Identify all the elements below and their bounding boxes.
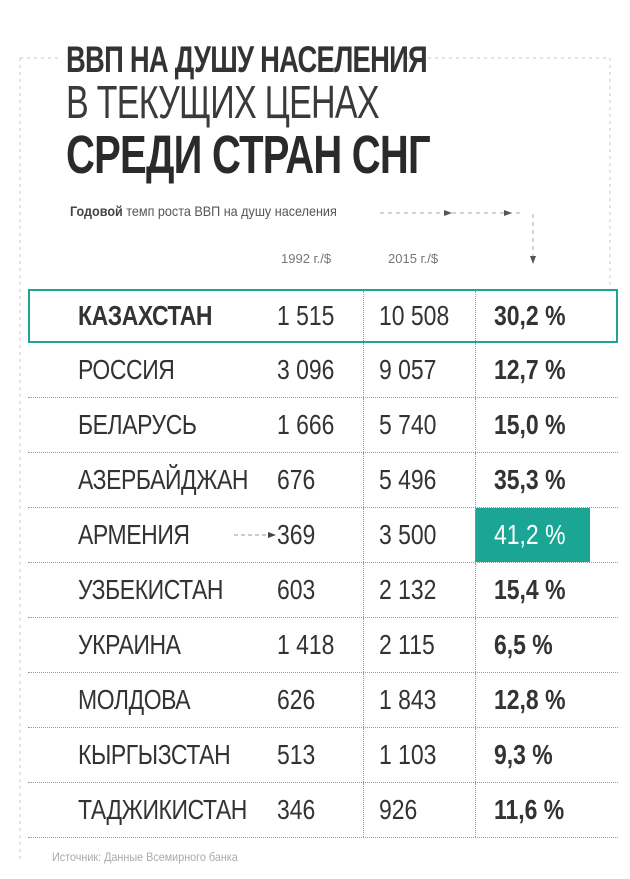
column-divider	[475, 453, 476, 507]
country-name: КАЗАХСТАН	[78, 300, 213, 331]
column-divider	[363, 398, 364, 452]
growth-rate: 15,4 %	[494, 574, 566, 605]
value-2015: 1 843	[379, 684, 437, 715]
subtitle: Годовой темп роста ВВП на душу населения	[70, 203, 337, 219]
column-divider	[363, 728, 364, 782]
value-2015: 5 740	[379, 409, 437, 440]
value-1992: 346	[277, 794, 316, 825]
column-divider	[363, 783, 364, 837]
value-1992: 513	[277, 739, 316, 770]
growth-rate: 30,2 %	[494, 300, 566, 331]
country-name: АЗЕРБАЙДЖАН	[78, 464, 249, 495]
column-divider	[363, 508, 364, 562]
chart-title-line2: В ТЕКУЩИХ ЦЕНАХ	[66, 76, 380, 128]
growth-rate: 11,6 %	[494, 794, 565, 825]
table-row: АРМЕНИЯ 369 3 500 41,2 %	[28, 508, 618, 563]
column-divider	[475, 291, 476, 341]
growth-rate: 9,3 %	[494, 739, 553, 770]
country-name: МОЛДОВА	[78, 684, 191, 715]
country-name: ТАДЖИКИСТАН	[78, 794, 247, 825]
column-header-1992: 1992 г./$	[281, 251, 332, 266]
value-2015: 9 057	[379, 354, 437, 385]
data-table: КАЗАХСТАН 1 515 10 508 30,2 % РОССИЯ 3 096 9 0…	[28, 289, 618, 838]
value-1992: 1 515	[277, 300, 335, 331]
column-divider	[475, 508, 476, 562]
column-header-2015: 2015 г./$	[388, 251, 439, 266]
country-name: УКРАИНА	[78, 629, 181, 660]
table-row: УЗБЕКИСТАН 603 2 132 15,4 %	[28, 563, 618, 618]
table-row: ТАДЖИКИСТАН 346 926 11,6 %	[28, 783, 618, 838]
growth-rate: 12,8 %	[494, 684, 566, 715]
table-row: РОССИЯ 3 096 9 057 12,7 %	[28, 343, 618, 398]
column-divider	[475, 343, 476, 397]
country-name: АРМЕНИЯ	[78, 519, 190, 550]
value-1992: 1 418	[277, 629, 335, 660]
country-name: УЗБЕКИСТАН	[78, 574, 224, 605]
column-divider	[363, 453, 364, 507]
column-divider	[475, 673, 476, 727]
value-2015: 926	[379, 794, 418, 825]
chart-title-line3: СРЕДИ СТРАН СНГ	[66, 125, 431, 185]
column-divider	[475, 728, 476, 782]
column-divider	[475, 618, 476, 672]
table-row: КЫРГЫЗСТАН 513 1 103 9,3 %	[28, 728, 618, 783]
subtitle-rest: темп роста ВВП на душу населения	[122, 203, 337, 219]
table-row: АЗЕРБАЙДЖАН 676 5 496 35,3 %	[28, 453, 618, 508]
growth-rate: 15,0 %	[494, 409, 566, 440]
source-note: Источник: Данные Всемирного банка	[52, 850, 238, 864]
column-divider	[363, 563, 364, 617]
column-divider	[363, 291, 364, 341]
growth-rate: 12,7 %	[494, 354, 566, 385]
table-row: УКРАИНА 1 418 2 115 6,5 %	[28, 618, 618, 673]
max-growth-highlight	[475, 508, 590, 562]
value-2015: 5 496	[379, 464, 437, 495]
value-1992: 626	[277, 684, 316, 715]
value-2015: 2 115	[379, 629, 435, 660]
value-1992: 1 666	[277, 409, 335, 440]
table-row: МОЛДОВА 626 1 843 12,8 %	[28, 673, 618, 728]
value-2015: 3 500	[379, 519, 437, 550]
value-2015: 1 103	[379, 739, 437, 770]
column-divider	[363, 618, 364, 672]
chart-title-line1: ВВП НА ДУШУ НАСЕЛЕНИЯ	[66, 39, 428, 80]
country-name: КЫРГЫЗСТАН	[78, 739, 231, 770]
value-1992: 369	[277, 519, 316, 550]
growth-rate: 41,2 %	[494, 519, 566, 550]
value-2015: 2 132	[379, 574, 437, 605]
column-divider	[475, 398, 476, 452]
column-divider	[475, 783, 476, 837]
country-name: РОССИЯ	[78, 354, 175, 385]
table-row: КАЗАХСТАН 1 515 10 508 30,2 %	[28, 289, 618, 343]
column-divider	[363, 673, 364, 727]
growth-rate: 6,5 %	[494, 629, 553, 660]
value-2015: 10 508	[379, 300, 450, 331]
table-row: БЕЛАРУСЬ 1 666 5 740 15,0 %	[28, 398, 618, 453]
growth-rate: 35,3 %	[494, 464, 566, 495]
value-1992: 603	[277, 574, 316, 605]
value-1992: 676	[277, 464, 316, 495]
column-divider	[475, 563, 476, 617]
arrow-right-icon	[234, 532, 276, 538]
column-divider	[363, 343, 364, 397]
country-name: БЕЛАРУСЬ	[78, 409, 197, 440]
subtitle-bold: Годовой	[70, 203, 123, 219]
value-1992: 3 096	[277, 354, 335, 385]
